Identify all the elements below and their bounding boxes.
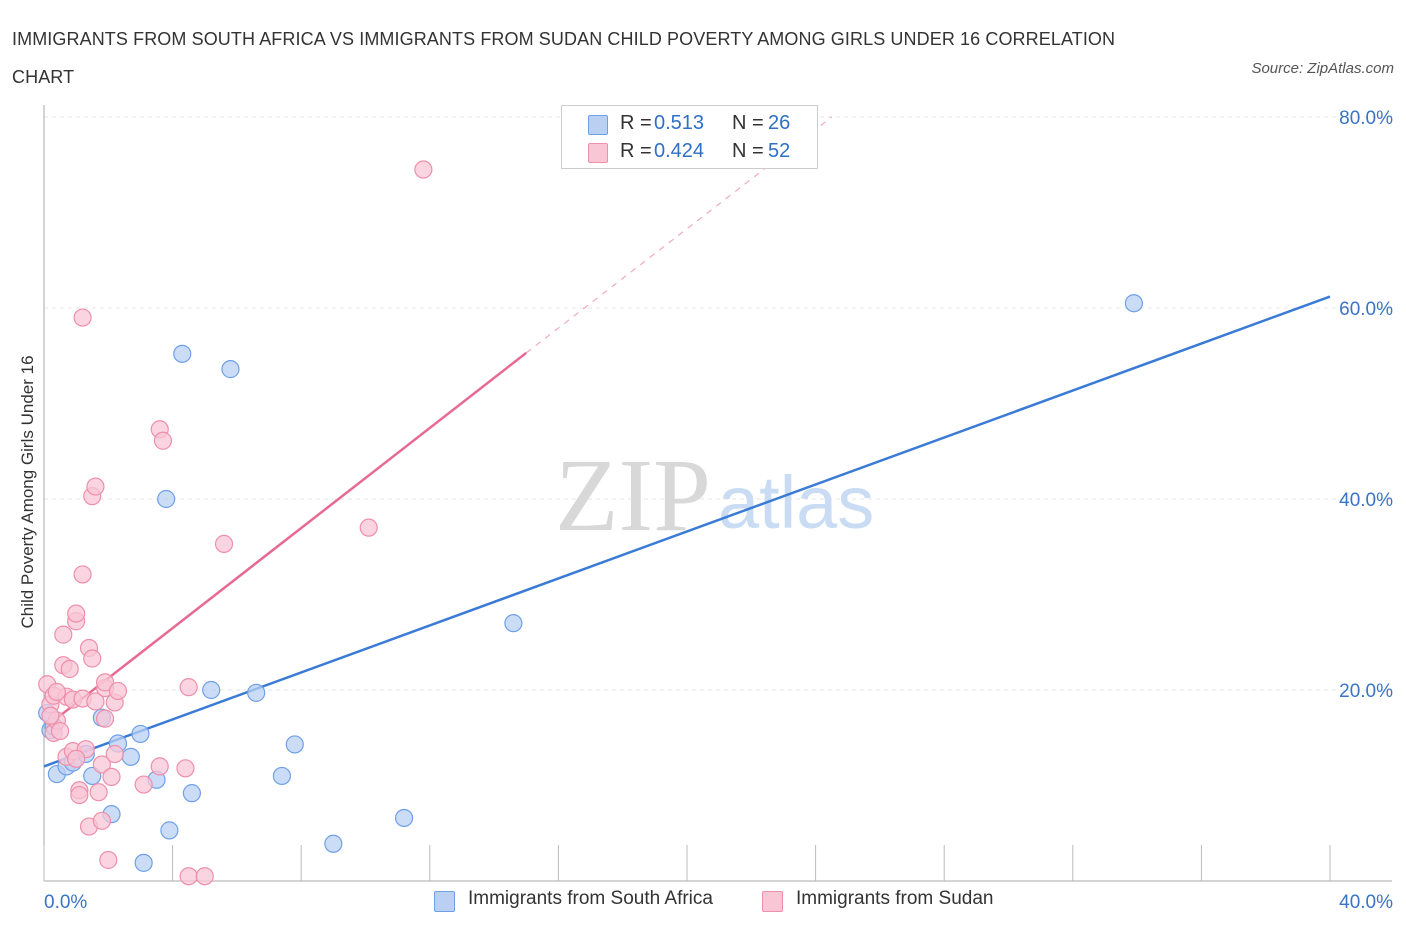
legend-n-label: N =	[732, 112, 764, 134]
bottom-legend-label-sudan: Immigrants from Sudan	[796, 888, 994, 909]
point-south-africa	[504, 614, 523, 633]
point-sudan	[73, 565, 92, 584]
point-sudan	[179, 678, 198, 697]
point-south-africa	[394, 808, 414, 828]
point-sudan	[89, 783, 108, 802]
point-sudan	[92, 755, 111, 774]
point-sudan	[67, 604, 86, 623]
point-south-africa	[173, 344, 192, 363]
point-sudan	[108, 681, 128, 701]
legend-swatch-sudan	[588, 143, 608, 163]
watermark-zip: ZIP	[555, 438, 711, 553]
legend-row-south-africa: R = 0.513 N = 26	[562, 110, 817, 138]
point-sudan	[150, 757, 169, 776]
point-south-africa	[160, 821, 179, 840]
watermark-atlas: atlas	[718, 461, 874, 544]
point-sudan	[60, 659, 79, 679]
bottom-legend-label-south-africa: Immigrants from South Africa	[468, 888, 713, 909]
point-sudan	[86, 477, 105, 496]
watermark: ZIP atlas	[555, 438, 874, 553]
point-sudan	[67, 749, 86, 768]
point-sudan	[359, 518, 378, 537]
point-sudan	[99, 850, 118, 870]
point-south-africa	[182, 784, 201, 803]
point-south-africa	[324, 834, 343, 853]
point-south-africa	[202, 680, 221, 700]
point-sudan	[54, 625, 73, 644]
y-axis-label: Child Poverty Among Girls Under 16	[18, 355, 37, 629]
point-sudan	[83, 649, 102, 668]
point-sudan	[153, 431, 173, 450]
y-tick-label: 80.0%	[1339, 108, 1393, 129]
legend-r-label: R =	[620, 112, 652, 134]
legend-n-value: 52	[768, 140, 791, 162]
point-south-africa	[221, 360, 240, 379]
point-sudan	[102, 767, 121, 787]
point-sudan	[95, 673, 115, 692]
legend-n-label: N =	[732, 140, 764, 162]
legend-r-value: 0.513	[654, 112, 705, 134]
source-label: Source: ZipAtlas.com	[1251, 60, 1394, 77]
point-sudan	[70, 785, 89, 805]
bottom-legend-swatch-sudan	[762, 891, 783, 912]
legend-r-value: 0.424	[654, 140, 705, 162]
x-tick-label: 0.0%	[44, 892, 87, 913]
point-sudan	[47, 682, 66, 702]
point-sudan	[73, 308, 92, 327]
chart-title: IMMIGRANTS FROM SOUTH AFRICA VS IMMIGRAN…	[12, 29, 1116, 87]
point-sudan	[50, 721, 70, 741]
y-tick-label: 40.0%	[1339, 490, 1393, 511]
correlation-legend: R = 0.513 N = 26 R = 0.424 N = 52	[561, 105, 818, 169]
point-sudan	[195, 867, 214, 886]
point-sudan	[179, 867, 198, 886]
point-sudan	[41, 706, 60, 725]
x-tick-label: 40.0%	[1339, 892, 1393, 913]
y-tick-label: 60.0%	[1339, 299, 1393, 320]
point-south-africa	[134, 853, 153, 872]
point-sudan	[86, 692, 105, 711]
point-sudan	[214, 534, 234, 553]
legend-n-value: 26	[768, 112, 791, 134]
point-sudan	[414, 160, 433, 179]
axes	[43, 105, 1392, 882]
point-sudan	[105, 744, 124, 764]
trend-extension-sudan	[525, 116, 833, 354]
legend-row-sudan: R = 0.424 N = 52	[562, 138, 817, 166]
legend-r-label: R =	[620, 140, 652, 162]
point-south-africa	[1124, 294, 1143, 313]
trend-line-sudan	[43, 351, 528, 730]
point-south-africa	[272, 766, 292, 786]
point-south-africa	[131, 724, 150, 744]
point-sudan	[92, 811, 111, 830]
legend-swatch-south-africa	[588, 115, 608, 135]
bottom-legend-swatch-south-africa	[434, 891, 455, 912]
y-tick-label: 20.0%	[1339, 681, 1393, 702]
point-south-africa	[157, 489, 176, 509]
data-points	[38, 160, 1143, 886]
tick-labels: 20.0% 40.0% 60.0% 80.0% 0.0% 40.0%	[44, 108, 1393, 913]
point-sudan	[176, 759, 195, 778]
point-sudan	[95, 709, 115, 728]
point-south-africa	[247, 683, 266, 702]
point-south-africa	[121, 747, 140, 766]
point-sudan	[134, 775, 153, 794]
point-south-africa	[285, 735, 304, 754]
grid-lines	[44, 116, 1392, 691]
